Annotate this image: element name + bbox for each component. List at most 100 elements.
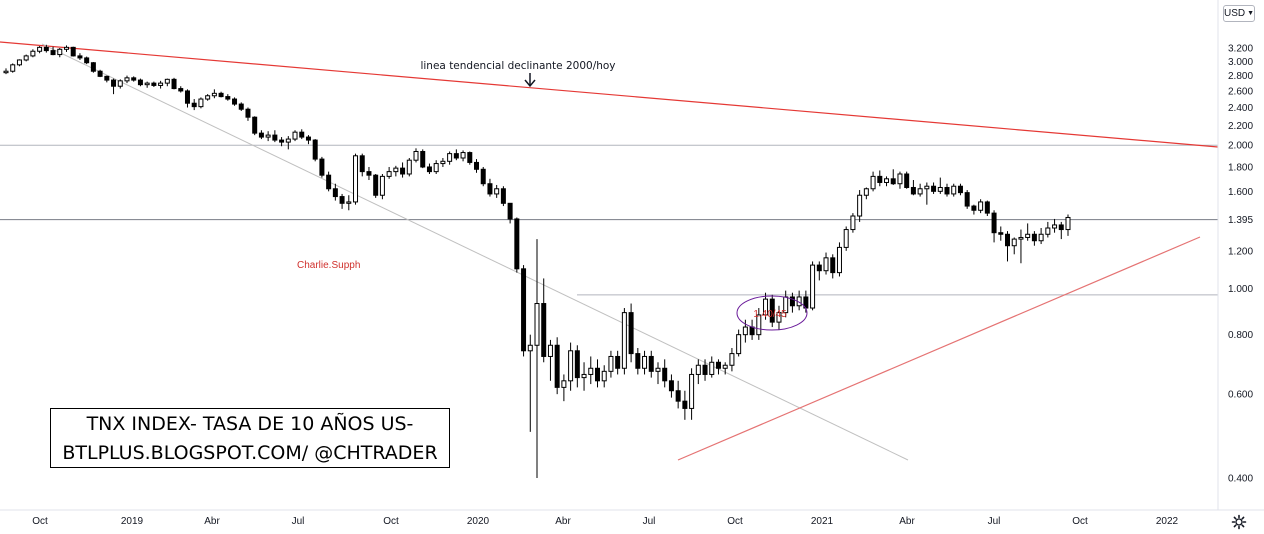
- candle: [890, 169, 896, 185]
- ellipse-annotation[interactable]: 1.40/45: [736, 295, 808, 331]
- candle-body-down: [279, 139, 285, 143]
- price-axis[interactable]: 3.200 3.000 2.800 2.600 2.400 2.200 2.000 1.800…: [1228, 44, 1253, 485]
- candle: [628, 303, 634, 363]
- candle: [1058, 221, 1064, 240]
- y-tick-label: 0.600: [1228, 390, 1253, 401]
- candle: [507, 202, 513, 224]
- candle: [353, 153, 359, 205]
- candle-body-up: [729, 353, 735, 366]
- candle-body-up: [756, 314, 762, 336]
- candle-body-down: [359, 155, 365, 173]
- candle-body-up: [346, 201, 352, 204]
- candle: [608, 350, 614, 378]
- candle-body-up: [460, 152, 466, 159]
- candle-body-up: [205, 95, 211, 100]
- ellipse-label: 1.40/45: [753, 309, 787, 320]
- trendline-note: linea tendencial declinante 2000/hoy: [420, 60, 616, 88]
- x-tick-label: Abr: [204, 516, 220, 527]
- candle-body-up: [124, 77, 130, 82]
- chart-settings-button[interactable]: [1230, 513, 1248, 531]
- candle-body-down: [628, 312, 634, 355]
- candle-body-up: [722, 364, 728, 369]
- candle-body-down: [682, 400, 688, 409]
- arrow-head: [524, 79, 536, 88]
- declining-trendline[interactable]: [0, 41, 1219, 148]
- candle: [769, 294, 775, 328]
- candles: [3, 44, 1071, 478]
- currency-selector[interactable]: USD ▼: [1223, 5, 1255, 22]
- candle-body-up: [863, 188, 869, 196]
- candle: [615, 350, 621, 375]
- candle: [682, 390, 688, 420]
- candle: [205, 94, 211, 101]
- candle-body-up: [843, 229, 849, 248]
- chevron-down-icon: ▼: [1247, 10, 1255, 17]
- candle-body-up: [621, 312, 627, 369]
- candle: [709, 356, 715, 378]
- candle-body-up: [937, 186, 943, 192]
- time-axis[interactable]: Oct 2019 Abr Jul Oct 2020 Abr Jul Oct 2021 Abr Jul O…: [32, 516, 1178, 527]
- candle-body-up: [763, 298, 769, 316]
- candle: [30, 49, 36, 58]
- candle: [689, 368, 695, 420]
- candle: [594, 359, 600, 388]
- candle: [937, 177, 943, 194]
- candle-body-down: [487, 183, 493, 195]
- candle-body-up: [601, 370, 607, 382]
- candle: [480, 166, 486, 187]
- candle: [763, 292, 769, 320]
- candle-body-up: [561, 380, 567, 388]
- x-tick-label: Oct: [383, 516, 399, 527]
- rising-trendline[interactable]: [677, 236, 1201, 461]
- x-tick-label: Oct: [1072, 516, 1088, 527]
- y-tick-label: 1.000: [1228, 284, 1253, 295]
- candle: [695, 359, 701, 385]
- candle-body-up: [836, 246, 842, 274]
- y-tick-label: 3.000: [1228, 57, 1253, 68]
- candle: [144, 81, 150, 88]
- candle: [843, 226, 849, 251]
- candle: [151, 81, 157, 87]
- secondary-trendline[interactable]: [41, 43, 909, 461]
- candle-body-up: [265, 134, 271, 138]
- candle: [137, 78, 143, 87]
- candle: [655, 362, 661, 385]
- trend-lines: [0, 41, 1219, 461]
- candle-body-up: [16, 59, 22, 66]
- candle: [326, 171, 332, 192]
- title-line-1: TNX INDEX- TASA DE 10 AÑOS US-: [86, 413, 414, 435]
- candle: [836, 242, 842, 277]
- candle: [97, 69, 103, 78]
- candle-body-up: [655, 367, 661, 372]
- candle: [440, 157, 446, 167]
- candle-body-up: [588, 367, 594, 375]
- candle: [16, 59, 22, 67]
- candle: [420, 149, 426, 169]
- candle-body-down: [769, 298, 775, 323]
- candle-body-down: [816, 264, 822, 272]
- candle-body-down: [151, 82, 157, 86]
- candle-body-down: [904, 173, 910, 188]
- candle: [339, 193, 345, 209]
- candle: [50, 46, 56, 56]
- candle-body-down: [70, 46, 76, 57]
- candle-body-up: [924, 185, 930, 190]
- candle: [299, 129, 305, 140]
- candle-body-up: [823, 257, 829, 272]
- y-tick-label: 2.800: [1228, 71, 1253, 82]
- y-tick-label: 2.400: [1228, 103, 1253, 114]
- candle: [252, 116, 258, 136]
- candle-body-down: [339, 196, 345, 204]
- title-box: TNX INDEX- TASA DE 10 AÑOS US- BTLPLUS.B…: [50, 408, 450, 468]
- candle: [111, 78, 117, 95]
- candle: [574, 345, 580, 388]
- candle: [285, 136, 291, 150]
- candle: [10, 63, 16, 73]
- candle: [70, 46, 76, 57]
- candle: [124, 75, 130, 84]
- trendline-label: linea tendencial declinante 2000/hoy: [420, 60, 615, 72]
- candle: [675, 380, 681, 409]
- title-line-2: BTLPLUS.BLOGSPOT.COM/ @CHTRADER: [62, 442, 438, 464]
- candle-body-up: [413, 150, 419, 161]
- candle-body-up: [1038, 233, 1044, 242]
